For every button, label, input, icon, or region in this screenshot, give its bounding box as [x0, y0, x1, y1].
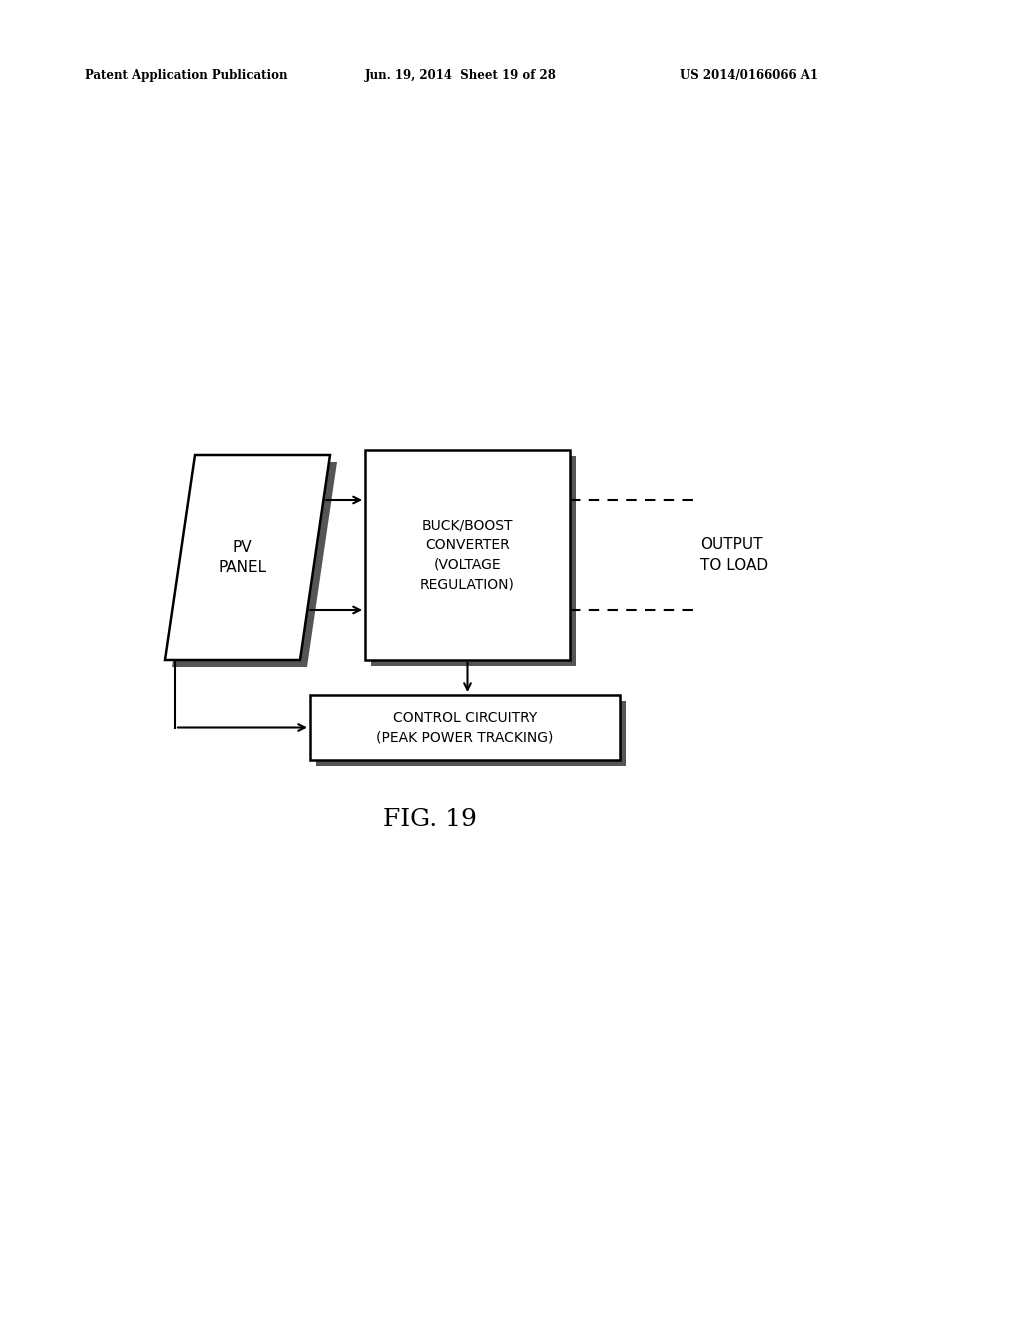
Text: OUTPUT
TO LOAD: OUTPUT TO LOAD — [700, 537, 768, 573]
Text: CONTROL CIRCUITRY
(PEAK POWER TRACKING): CONTROL CIRCUITRY (PEAK POWER TRACKING) — [376, 710, 554, 744]
Bar — [316, 701, 626, 766]
Text: BUCK/BOOST
CONVERTER
(VOLTAGE
REGULATION): BUCK/BOOST CONVERTER (VOLTAGE REGULATION… — [420, 519, 515, 591]
Polygon shape — [172, 462, 337, 667]
Bar — [310, 696, 620, 760]
Polygon shape — [165, 455, 330, 660]
Text: Jun. 19, 2014  Sheet 19 of 28: Jun. 19, 2014 Sheet 19 of 28 — [365, 69, 557, 82]
Text: FIG. 19: FIG. 19 — [383, 808, 477, 832]
Text: US 2014/0166066 A1: US 2014/0166066 A1 — [680, 69, 818, 82]
Text: PV
PANEL: PV PANEL — [218, 540, 266, 576]
Bar — [365, 450, 570, 660]
Text: Patent Application Publication: Patent Application Publication — [85, 69, 288, 82]
Bar — [371, 455, 575, 667]
